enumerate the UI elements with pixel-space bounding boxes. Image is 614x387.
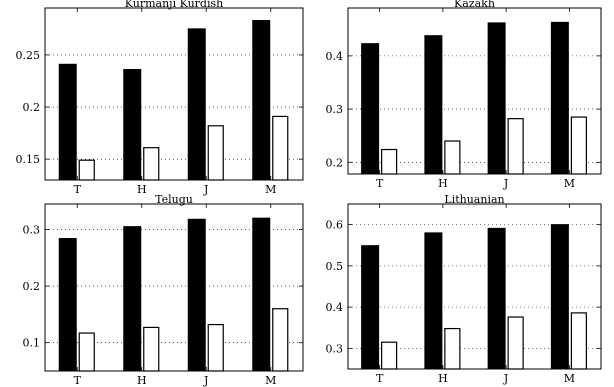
bar-series-1-j	[187, 218, 206, 372]
bar-series-1-h	[123, 69, 142, 181]
y-tick-label: 0.5	[326, 260, 344, 273]
x-tick-label-j: J	[203, 374, 208, 387]
x-tick-label-h: H	[438, 372, 448, 385]
bar-series-1-t	[58, 238, 77, 372]
bar-series-2-m	[272, 308, 289, 372]
y-tick-label: 0.1	[23, 337, 41, 350]
x-tick-label-t: T	[74, 183, 82, 196]
x-tick-label-m: M	[564, 372, 575, 385]
bar-series-2-t	[78, 159, 95, 181]
panel-title: Telugu	[155, 193, 193, 206]
panel-kazakh: T H J M 0.2 0.3 0.4 Kazakh	[326, 0, 602, 190]
plot-frame	[44, 203, 304, 372]
panel-kurmanji-kurdish: T H J M 0.15 0.2 0.25 Kurmanji Kurdish	[16, 0, 304, 196]
y-tick-label: 0.4	[326, 301, 344, 314]
x-tick-label-t: T	[74, 374, 82, 387]
bar-series-2-h	[143, 326, 160, 372]
bar-series-1-m	[550, 21, 569, 175]
bar-series-2-j	[207, 323, 224, 372]
bar-series-1-m	[550, 224, 569, 370]
bar-series-2-t	[78, 332, 95, 372]
x-tick-label-j: J	[203, 183, 208, 196]
y-tick-label: 0.6	[326, 219, 344, 232]
bar-series-1-t	[361, 245, 380, 370]
x-tick-label-j: J	[503, 177, 508, 190]
x-tick-label-h: H	[137, 183, 147, 196]
bar-series-1-m	[252, 217, 271, 372]
bar-series-2-m	[570, 312, 587, 370]
y-tick-label: 0.15	[16, 153, 41, 166]
x-tick-label-j: J	[503, 372, 508, 385]
y-tick-label: 0.2	[23, 280, 41, 293]
bar-series-2-m	[570, 116, 587, 175]
bar-series-2-t	[381, 341, 398, 370]
bar-series-1-j	[187, 28, 206, 181]
bar-series-1-j	[487, 22, 506, 175]
y-tick-label: 0.2	[326, 156, 344, 169]
panel-title: Lithuanian	[444, 193, 504, 206]
x-tick-label-m: M	[564, 177, 575, 190]
bar-series-1-t	[58, 63, 77, 181]
bar-series-1-m	[252, 20, 271, 181]
panel-title: Kurmanji Kurdish	[125, 0, 223, 10]
bar-series-2-t	[381, 148, 398, 175]
bar-series-2-h	[444, 140, 461, 175]
y-tick-label: 0.3	[326, 103, 344, 116]
panel-title: Kazakh	[454, 0, 495, 10]
bar-series-1-h	[123, 226, 142, 372]
bar-series-1-h	[424, 232, 443, 370]
bar-series-2-h	[444, 327, 461, 370]
bar-series-1-t	[361, 43, 380, 175]
y-tick-label: 0.25	[16, 49, 41, 62]
bar-series-2-j	[507, 316, 524, 370]
plot-frame	[44, 7, 304, 181]
y-tick-label: 0.3	[23, 223, 41, 236]
x-tick-label-h: H	[137, 374, 147, 387]
plot-frame	[347, 7, 602, 175]
x-tick-label-h: H	[438, 177, 448, 190]
panel-lithuanian: T H J M 0.3 0.4 0.5 0.6 Lithuanian	[326, 193, 602, 385]
plot-frame	[347, 203, 602, 370]
bar-series-2-j	[207, 125, 224, 181]
bar-series-1-h	[424, 35, 443, 175]
x-tick-label-m: M	[265, 183, 276, 196]
y-tick-label: 0.4	[326, 50, 344, 63]
panel-telugu: T H J M 0.1 0.2 0.3 Telugu	[23, 193, 304, 387]
bar-series-1-j	[487, 227, 506, 370]
x-tick-label-m: M	[265, 374, 276, 387]
bar-series-2-j	[507, 118, 524, 175]
bar-series-2-m	[272, 115, 289, 181]
y-tick-label: 0.3	[326, 342, 344, 355]
x-tick-label-t: T	[376, 372, 384, 385]
y-tick-label: 0.2	[23, 101, 41, 114]
bar-series-2-h	[143, 147, 160, 181]
x-tick-label-t: T	[376, 177, 384, 190]
